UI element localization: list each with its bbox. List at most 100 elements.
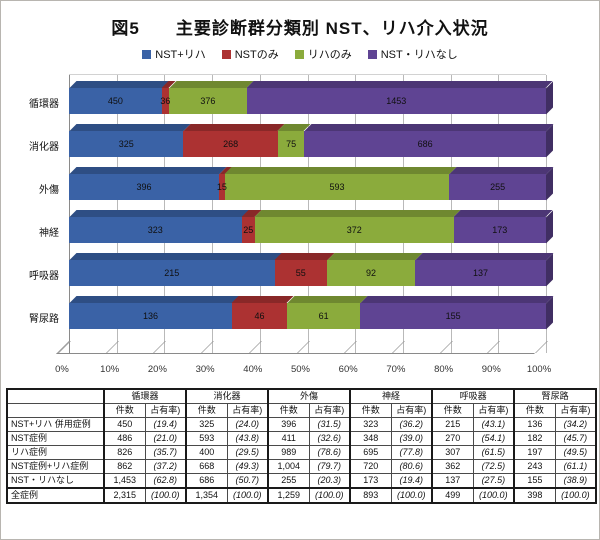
share-cell: (45.7) <box>554 431 597 446</box>
bar-value-label: 255 <box>490 182 506 192</box>
group-header-cell: 呼吸器 <box>431 388 515 404</box>
share-cell: (19.4) <box>144 417 187 432</box>
table-row: NST症例+リハ症例 862 (37.2) 668 (49.3) 1,004 (79.7) 7… <box>6 459 597 474</box>
table-group-header-row: 循環器 消化器 外傷 神経 呼吸器 腎尿路 <box>6 388 597 404</box>
count-cell: 668 <box>185 459 228 474</box>
count-header-cell: 件数 <box>349 403 392 418</box>
bar-row: 腎尿路 136 46 61 155 <box>29 296 553 329</box>
bar-value-label: 25 <box>243 225 254 235</box>
bar-value-label: 36 <box>160 96 171 106</box>
group-header-cell: 消化器 <box>185 388 269 404</box>
floor-tick <box>391 341 405 353</box>
share-cell: (31.5) <box>308 417 351 432</box>
table-row: 全症例 2,315 (100.0) 1,354 (100.0) 1,259 (100.0) 8… <box>6 487 597 504</box>
share-cell: (50.7) <box>226 473 269 489</box>
category-label: 外傷 <box>39 185 59 196</box>
bar-value-label: 55 <box>295 268 306 278</box>
bar-row: 神経 323 25 372 173 <box>39 210 553 243</box>
bar-segment-side-face <box>545 253 553 286</box>
x-tick-label: 100% <box>526 364 552 375</box>
category-label: 消化器 <box>29 142 59 153</box>
row-label-cell: リハ症例 <box>6 445 105 460</box>
share-cell: (54.1) <box>472 431 515 446</box>
count-cell: 197 <box>513 445 556 460</box>
bar-segment: 396 <box>69 167 227 200</box>
share-cell: (34.2) <box>554 417 597 432</box>
bar-value-label: 268 <box>223 139 239 149</box>
floor-tick <box>296 341 310 353</box>
chart-area: 循環器 450 36 376 1453 消化器 325 268 75 686 外傷 396 15 593 2… <box>1 64 599 382</box>
count-cell: 486 <box>103 431 146 446</box>
share-header-cell: 占有率) <box>144 403 187 418</box>
x-tick-label: 90% <box>481 364 501 375</box>
stacked-bar: 396 15 593 255 <box>69 167 553 200</box>
count-cell: 137 <box>431 473 474 489</box>
bar-segment-side-face <box>545 167 553 200</box>
count-cell: 136 <box>513 417 556 432</box>
count-cell: 400 <box>185 445 228 460</box>
count-cell: 323 <box>349 417 392 432</box>
stacked-bar: 215 55 92 137 <box>69 253 553 286</box>
share-cell: (80.6) <box>390 459 433 474</box>
plot-area: 循環器 450 36 376 1453 消化器 325 268 75 686 外傷 396 15 593 2… <box>29 74 553 354</box>
bar-segment: 25 <box>241 210 262 243</box>
count-cell: 182 <box>513 431 556 446</box>
count-header-cell: 件数 <box>185 403 228 418</box>
bar-value-label: 92 <box>366 268 377 278</box>
share-cell: (78.6) <box>308 445 351 460</box>
bar-segment: 61 <box>287 296 368 329</box>
share-cell: (100.0) <box>554 487 597 504</box>
share-cell: (39.0) <box>390 431 433 446</box>
table-head: 循環器 消化器 外傷 神経 呼吸器 腎尿路 件数 占有率) 件数 占有率) 件数 占有率) 件数 占有率)… <box>6 388 597 418</box>
table-row: NST症例 486 (21.0) 593 (43.8) 411 (32.6) 348 (39.0… <box>6 431 597 446</box>
count-cell: 1,453 <box>103 473 146 489</box>
bar-segment: 686 <box>304 124 553 157</box>
bar-segment-top-face <box>224 167 457 174</box>
bar-value-label: 15 <box>216 182 227 192</box>
bar-value-label: 215 <box>164 268 180 278</box>
bar-value-label: 75 <box>286 139 297 149</box>
share-cell: (77.8) <box>390 445 433 460</box>
share-cell: (19.4) <box>390 473 433 489</box>
row-label-cell: NST+リハ 併用症例 <box>6 417 105 432</box>
bar-value-label: 686 <box>417 139 433 149</box>
share-cell: (72.5) <box>472 459 515 474</box>
share-cell: (38.9) <box>554 473 597 489</box>
legend-label: NST・リハなし <box>380 49 458 61</box>
floor-tick <box>487 341 501 353</box>
count-header-cell: 件数 <box>513 403 556 418</box>
row-label-cell: NST症例 <box>6 431 105 446</box>
category-label: 神経 <box>39 228 59 239</box>
legend-item: NSTのみ <box>221 46 279 62</box>
bar-segment: 325 <box>69 124 191 157</box>
count-cell: 1,354 <box>185 487 228 504</box>
bar-segment-side-face <box>545 296 553 329</box>
row-label-cell: NST・リハなし <box>6 473 105 489</box>
share-cell: (36.2) <box>390 417 433 432</box>
bar-segment-top-face <box>274 253 335 260</box>
share-cell: (100.0) <box>226 487 269 504</box>
summary-table-wrap: 循環器 消化器 外傷 神経 呼吸器 腎尿路 件数 占有率) 件数 占有率) 件数 占有率) 件数 占有率)… <box>6 388 599 504</box>
bar-value-label: 137 <box>472 268 488 278</box>
stacked-bar: 325 268 75 686 <box>69 124 553 157</box>
share-cell: (100.0) <box>144 487 187 504</box>
table-row: NST・リハなし 1,453 (62.8) 686 (50.7) 255 (20.3) 173… <box>6 473 597 489</box>
bar-segment: 372 <box>254 210 461 243</box>
count-cell: 893 <box>349 487 392 504</box>
table-row: NST+リハ 併用症例 450 (19.4) 325 (24.0) 396 (31.5) 32… <box>6 417 597 432</box>
bar-segment: 268 <box>183 124 285 157</box>
x-tick-label: 10% <box>100 364 120 375</box>
legend-swatch-icon <box>142 49 152 59</box>
bar-segment-side-face <box>545 210 553 243</box>
bar-segment: 376 <box>169 81 254 114</box>
bar-segment: 450 <box>69 81 169 114</box>
chart-legend: NST+リハ NSTのみ リハのみ NST・リハなし <box>1 46 599 62</box>
bar-segment-top-face <box>69 210 249 217</box>
legend-label: NSTのみ <box>234 49 279 61</box>
bar-segment-top-face <box>287 296 368 303</box>
floor-tick <box>58 341 71 353</box>
bar-segment: 92 <box>327 253 423 286</box>
count-cell: 362 <box>431 459 474 474</box>
bar-segment-top-face <box>415 253 553 260</box>
bar-segment: 593 <box>224 167 457 200</box>
